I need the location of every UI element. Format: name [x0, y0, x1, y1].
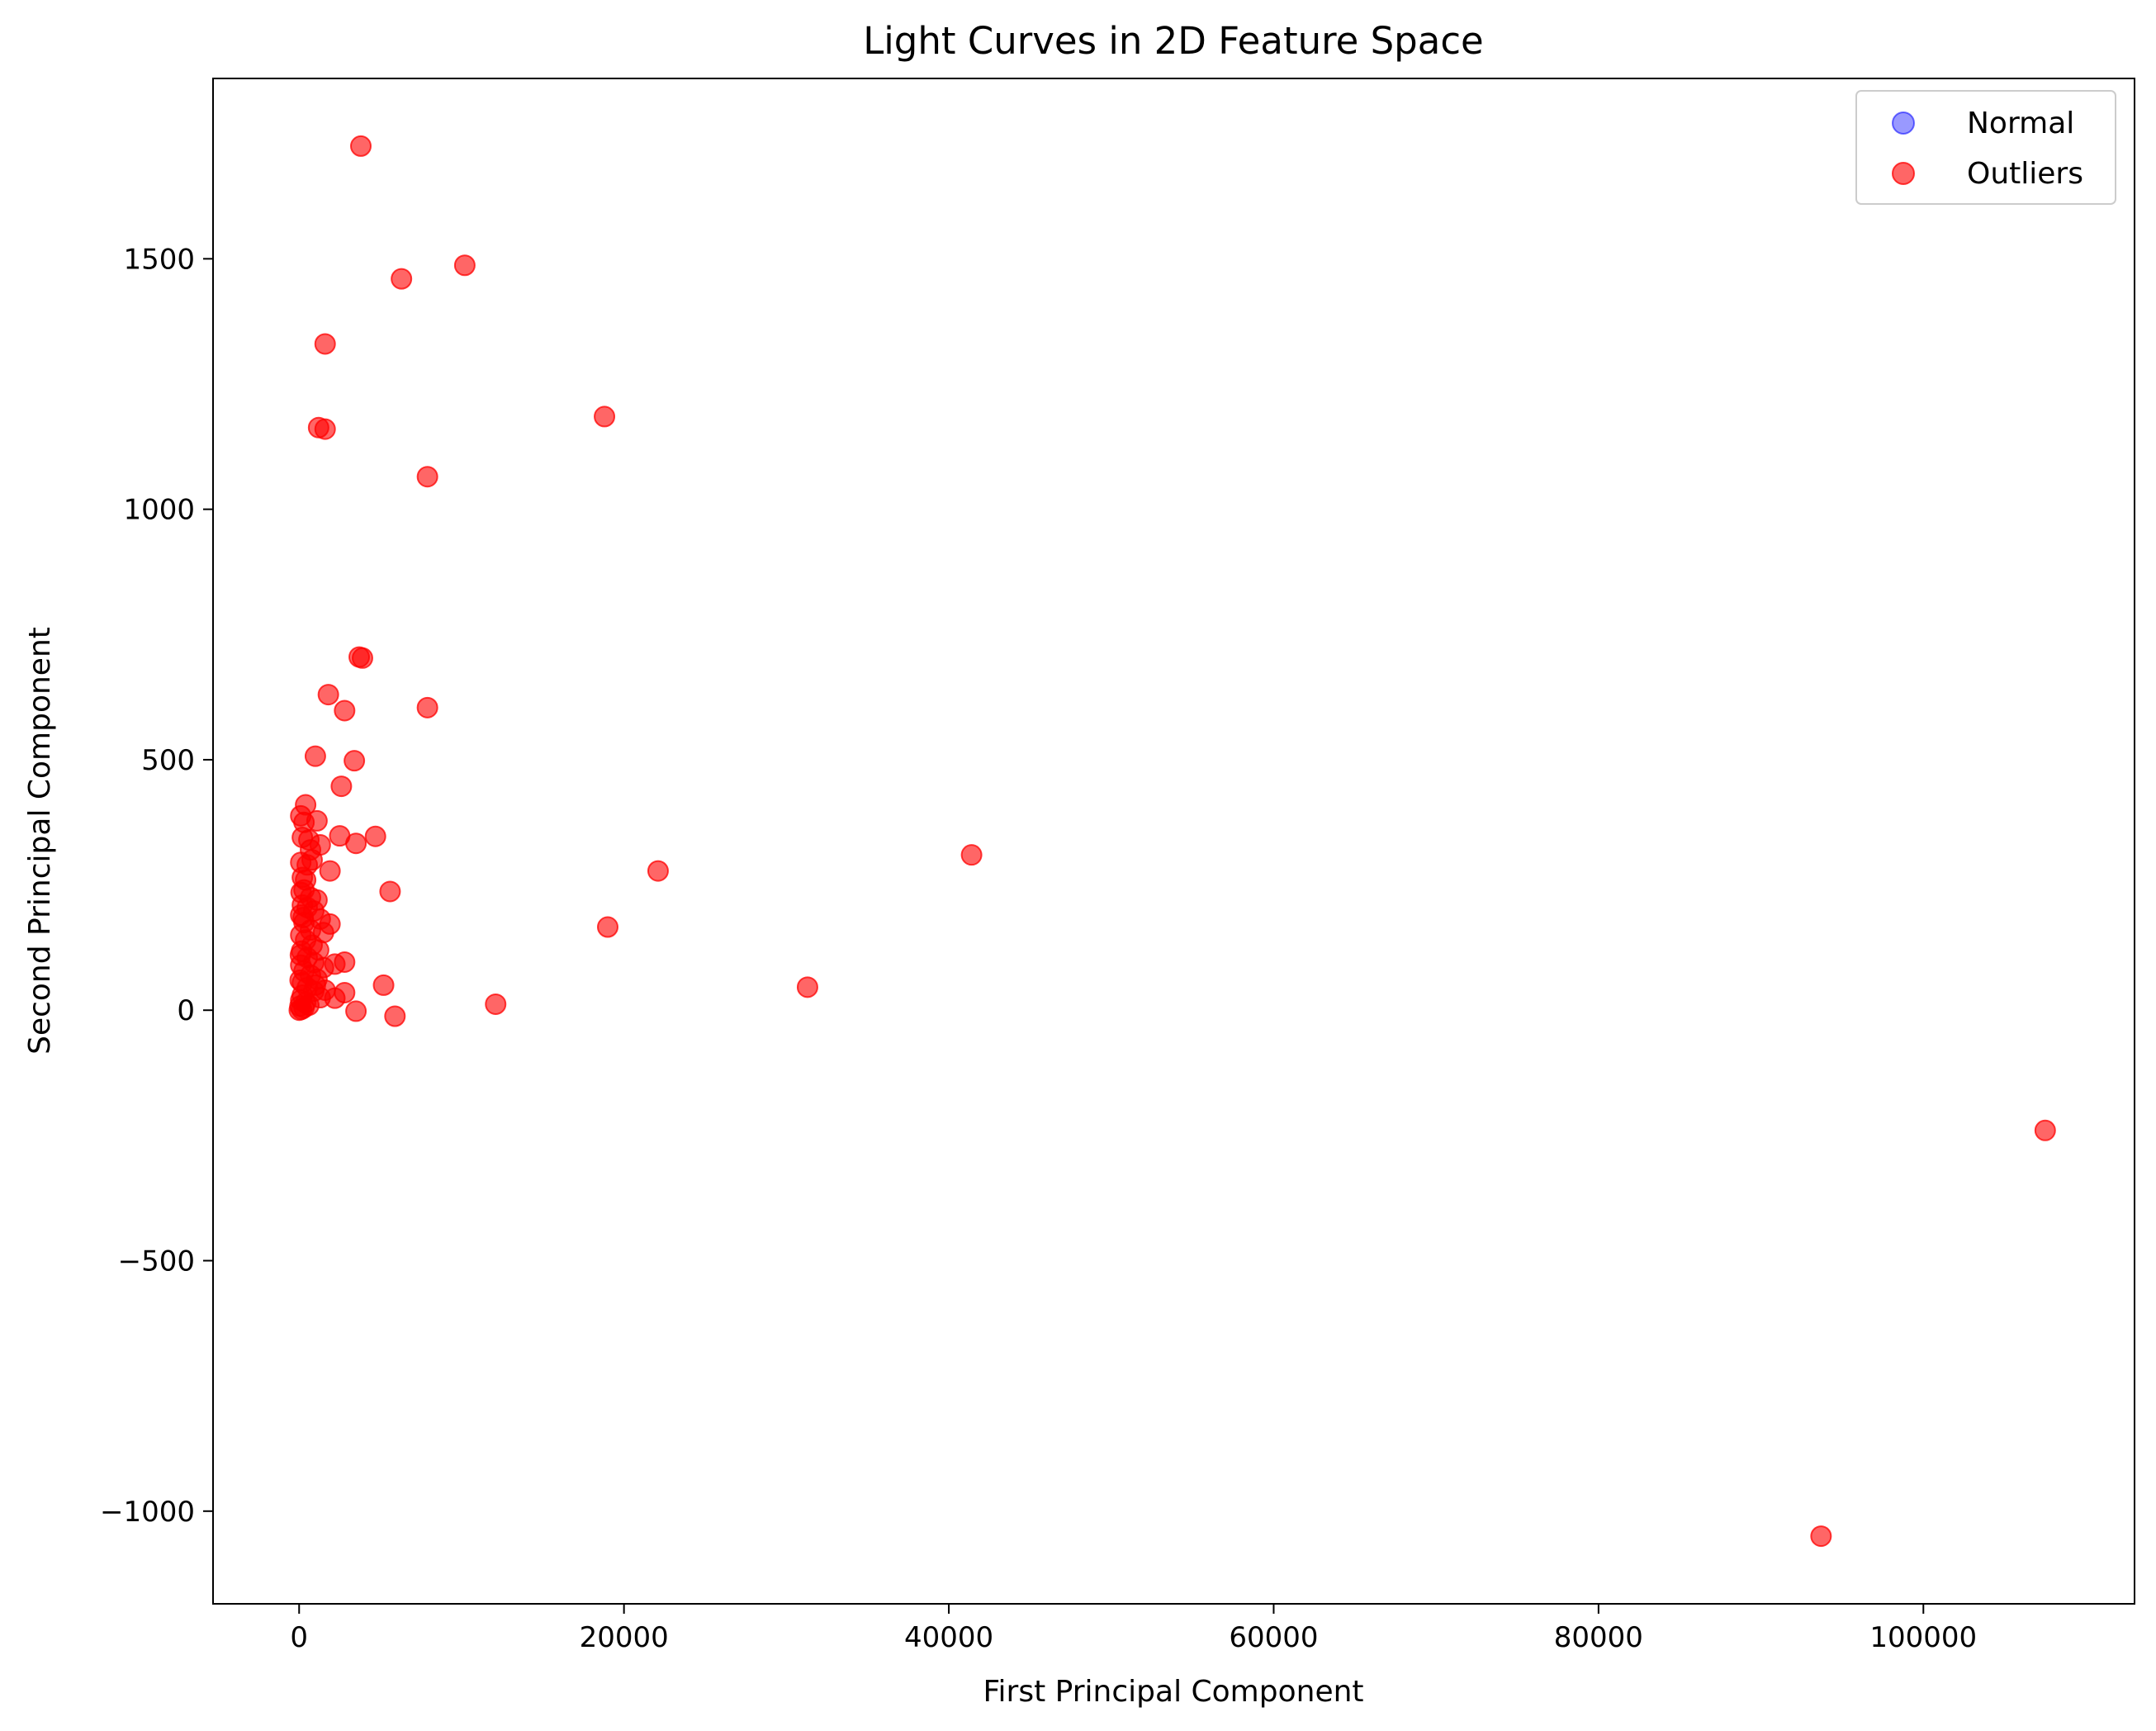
data-point-outliers: [372, 974, 395, 996]
y-tick-label: 1500: [123, 243, 195, 276]
x-tick-label: 100000: [1869, 1621, 1977, 1654]
legend-frame: [1855, 90, 2116, 205]
data-point-outliers: [295, 869, 317, 891]
legend-label-normal: Normal: [1967, 107, 2074, 140]
y-tick-label: 0: [177, 994, 195, 1027]
data-point-outliers: [345, 832, 367, 855]
y-tick-label: 500: [141, 744, 195, 777]
legend-label-outliers: Outliers: [1967, 157, 2083, 191]
plot-frame: [212, 78, 2135, 1605]
legend-marker-outliers: [1892, 162, 1915, 185]
y-tick-label: −500: [118, 1245, 195, 1278]
data-point-outliers: [2034, 1119, 2056, 1141]
x-tick-label: 40000: [904, 1621, 993, 1654]
x-tick-label: 80000: [1554, 1621, 1643, 1654]
data-point-outliers: [1810, 1525, 1832, 1548]
data-point-outliers: [351, 647, 373, 669]
data-point-outliers: [292, 907, 315, 929]
y-axis-ticks: −1000 −500 0 500 1000 1500: [100, 243, 213, 1529]
data-point-outliers: [960, 844, 983, 866]
y-tick-label: −1000: [100, 1496, 195, 1529]
plot-area: [212, 78, 2135, 1605]
data-point-outliers: [647, 860, 669, 882]
legend: Normal Outliers: [1855, 90, 2116, 205]
x-axis-label: First Principal Component: [983, 1675, 1363, 1709]
legend-marker-normal: [1892, 111, 1915, 135]
x-axis-ticks: 0 20000 40000 60000 80000 100000: [290, 1604, 1977, 1654]
data-point-outliers: [334, 700, 356, 722]
data-point-outliers: [330, 775, 353, 798]
data-point-outliers: [796, 976, 818, 998]
x-tick-label: 20000: [580, 1621, 669, 1654]
data-point-outliers: [298, 994, 320, 1017]
data-point-outliers: [289, 969, 311, 991]
data-point-outliers: [596, 916, 618, 938]
data-point-outliers: [304, 745, 326, 767]
data-points: [288, 135, 2056, 1548]
data-point-outliers: [416, 696, 438, 718]
data-point-outliers: [594, 405, 616, 428]
data-point-outliers: [317, 684, 339, 706]
data-point-outliers: [364, 825, 386, 847]
data-point-outliers: [379, 880, 401, 903]
data-point-outliers: [453, 254, 476, 277]
x-tick-label: 60000: [1229, 1621, 1318, 1654]
data-point-outliers: [416, 466, 438, 488]
data-point-outliers: [306, 809, 328, 832]
data-point-outliers: [350, 135, 372, 157]
data-point-outliers: [384, 1005, 406, 1027]
data-point-outliers: [344, 750, 366, 772]
data-point-outliers: [485, 993, 507, 1015]
data-point-outliers: [324, 987, 346, 1009]
x-tick-label: 0: [290, 1621, 308, 1654]
data-point-outliers: [289, 944, 311, 966]
y-axis-label: Second Principal Component: [23, 627, 57, 1055]
chart-title: Light Curves in 2D Feature Space: [863, 19, 1484, 63]
data-point-outliers: [319, 860, 341, 882]
data-point-outliers: [314, 333, 336, 355]
data-point-outliers: [391, 268, 413, 290]
y-tick-label: 1000: [123, 494, 195, 527]
data-point-outliers: [345, 1000, 367, 1022]
data-point-outliers: [300, 839, 322, 861]
data-point-outliers: [314, 418, 336, 440]
